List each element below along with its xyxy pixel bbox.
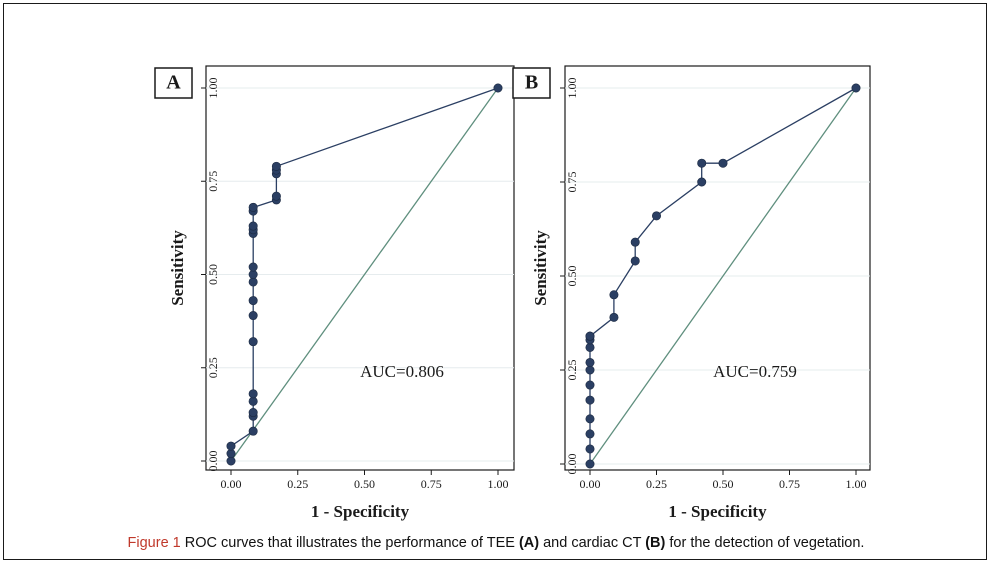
panel-b-roc-point-18 <box>697 158 707 168</box>
panel-a-xtick-label-0: 0.00 <box>221 477 242 491</box>
panel-b-roc-point-5 <box>585 380 595 390</box>
panel-b-roc-point-19 <box>718 158 728 168</box>
panel-b-roc-point-8 <box>585 342 595 352</box>
panel-a-roc-point-1 <box>226 449 236 459</box>
panel-a-label: A <box>166 72 181 94</box>
panel-a-xtick-label-4: 1.00 <box>488 477 509 491</box>
panel-b-ytick-label-3: 0.75 <box>565 172 579 193</box>
panel-b-roc-point-6 <box>585 365 595 375</box>
panel-b-roc-point-16 <box>651 211 661 221</box>
panel-b-roc-point-15 <box>630 237 640 247</box>
panel-a-roc-point-12 <box>248 269 258 279</box>
panel-a-roc-point-7 <box>248 389 258 399</box>
panel-b-roc-point-20 <box>851 83 861 93</box>
panel-a-auc-annotation: AUC=0.806 <box>360 362 444 381</box>
panel-b-auc-annotation: AUC=0.759 <box>713 362 797 381</box>
panel-a-ylabel: Sensitivity <box>168 230 187 306</box>
panel-a-roc-point-24 <box>493 83 503 93</box>
panel-b-reference-line <box>589 87 857 465</box>
panel-a-xtick-label-2: 0.50 <box>354 477 375 491</box>
panel-b-roc-point-2 <box>585 429 595 439</box>
panel-a-roc-point-20 <box>271 191 281 201</box>
panel-a-roc-point-9 <box>248 311 258 321</box>
caption-text-1: ROC curves that illustrates the performa… <box>180 535 519 551</box>
panel-a-roc-point-23 <box>271 161 281 171</box>
panel-a-roc-point-10 <box>248 296 258 306</box>
panel-b-roc-point-12 <box>609 312 619 322</box>
panel-b-label-box <box>512 67 551 99</box>
panel-a-roc-point-3 <box>248 426 258 436</box>
caption-bold-a: (A) <box>518 535 540 551</box>
panel-a-roc-point-13 <box>248 262 258 272</box>
panel-b-xtick-label-3: 0.75 <box>779 477 800 491</box>
panel-b-roc-point-7 <box>585 357 595 367</box>
panel-a-ytick-label-4: 1.00 <box>206 78 220 99</box>
panel-b-roc-point-11 <box>585 331 595 341</box>
panel-a-roc-point-6 <box>248 396 258 406</box>
panel-a-roc-point-18 <box>248 202 258 212</box>
panel-a-roc-point-0 <box>226 456 236 466</box>
panel-b-ytick-label-2: 0.50 <box>565 266 579 287</box>
panel-b-ylabel: Sensitivity <box>531 230 550 306</box>
panel-b-plot-area <box>564 65 871 471</box>
panel-a-roc-point-16 <box>248 221 258 231</box>
panel-b-xtick-label-4: 1.00 <box>846 477 867 491</box>
panel-a-roc-point-8 <box>248 337 258 347</box>
caption-text-2: and cardiac CT <box>539 535 646 551</box>
panel-a-ytick-label-1: 0.25 <box>206 357 220 378</box>
panel-a-xtick-label-3: 0.75 <box>421 477 442 491</box>
panel-b-roc-point-13 <box>609 290 619 300</box>
panel-a-xtick-label-1: 0.25 <box>287 477 308 491</box>
caption-bold-b: (B) <box>645 535 666 551</box>
panel-b-ytick-label-1: 0.25 <box>565 360 579 381</box>
panel-b-ytick-label-0: 0.00 <box>565 454 579 475</box>
figure-frame <box>3 3 987 560</box>
panel-b-roc-point-3 <box>585 414 595 424</box>
panel-b-roc-point-1 <box>585 444 595 454</box>
panel-b-label: B <box>525 72 538 94</box>
panel-a-xlabel: 1 - Specificity <box>311 502 410 521</box>
panel-b-xtick-label-0: 0.00 <box>580 477 601 491</box>
panel-a-roc-point-5 <box>248 408 258 418</box>
panel-a-ytick-label-3: 0.75 <box>206 171 220 192</box>
panel-b-xtick-label-2: 0.50 <box>713 477 734 491</box>
panel-b-roc-point-4 <box>585 395 595 405</box>
caption-text-3: for the detection of vegetation. <box>665 535 865 551</box>
caption-figure-label: Figure 1 <box>127 535 181 551</box>
figure-caption: Figure 1 ROC curves that illustrates the… <box>0 535 992 551</box>
panel-a-ytick-label-2: 0.50 <box>206 264 220 285</box>
panel-a-roc-point-11 <box>248 277 258 287</box>
panel-b-ytick-label-4: 1.00 <box>565 78 579 99</box>
panel-b-roc-point-17 <box>697 177 707 187</box>
panel-b-roc-point-0 <box>585 459 595 469</box>
panel-b-xlabel: 1 - Specificity <box>668 502 767 521</box>
roc-figure: 0.00 0.25 0.50 0.75 1.00 0.00 0.25 0.50 0.75 1.00… <box>154 65 871 521</box>
panel-a-ytick-label-0: 0.00 <box>206 451 220 472</box>
panel-b-xtick-label-1: 0.25 <box>646 477 667 491</box>
panel-a-reference-line <box>230 87 499 462</box>
panel-b-roc-point-14 <box>630 256 640 266</box>
panel-a-roc-point-2 <box>226 441 236 451</box>
panel-a-label-box <box>154 67 193 99</box>
